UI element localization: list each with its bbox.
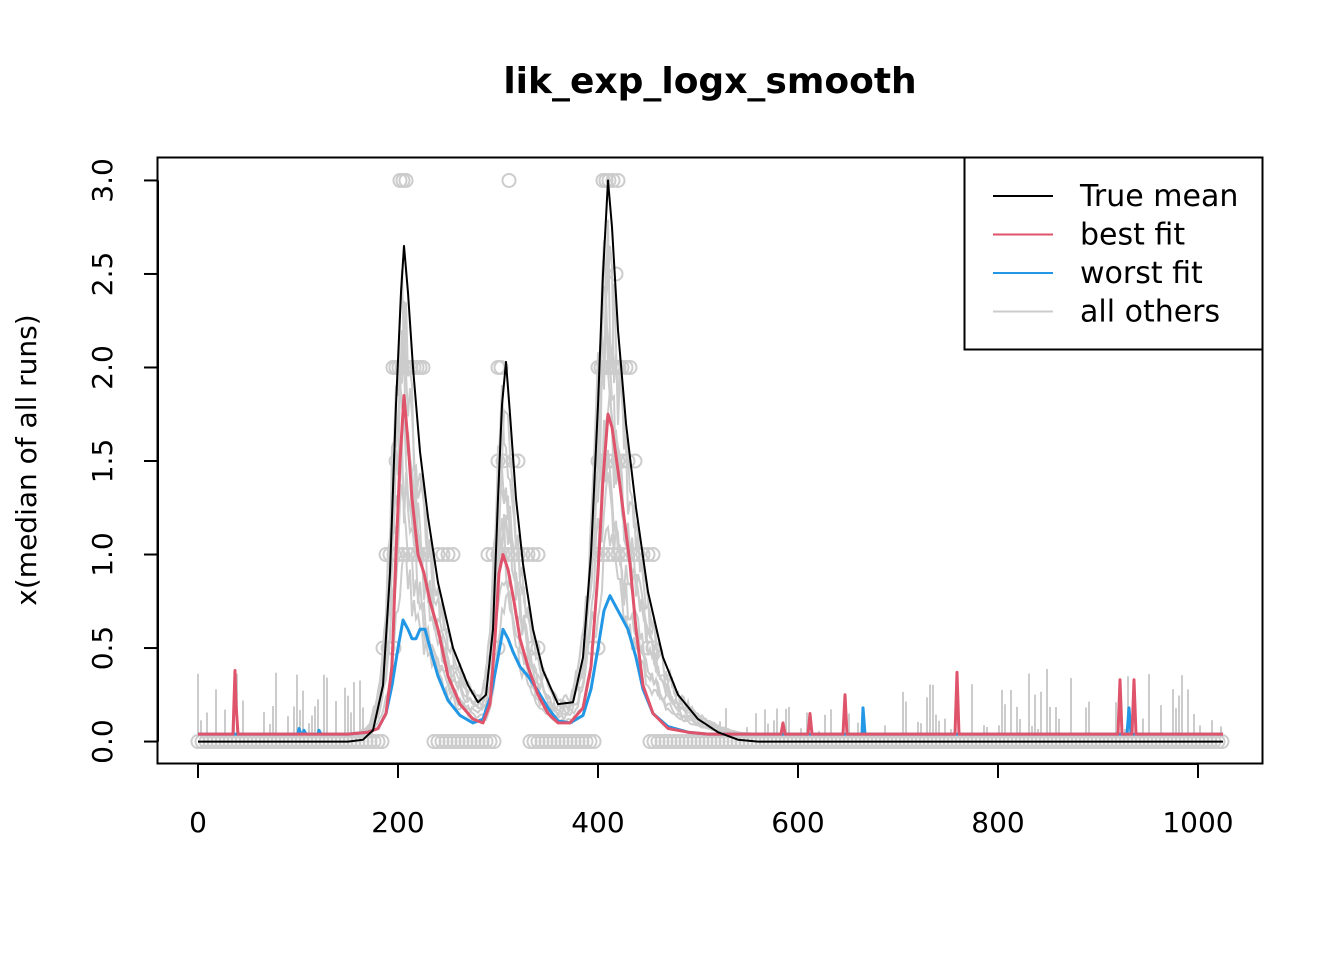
observation-point (510, 547, 526, 563)
x-tick-label: 600 (771, 806, 824, 839)
observation-point (620, 453, 636, 469)
observation-point (640, 547, 656, 563)
observation-point (482, 734, 498, 750)
observation-point (595, 547, 611, 563)
x-tick-label: 200 (371, 806, 424, 839)
observation-point (505, 547, 521, 563)
observation-point (430, 547, 446, 563)
y-tick-label: 2.0 (86, 345, 119, 390)
observation-point (480, 547, 496, 563)
observation-point (630, 547, 646, 563)
observation-point (600, 453, 616, 469)
y-tick-label: 0.5 (86, 626, 119, 671)
y-axis-label: x(median of all runs) (10, 314, 43, 605)
observation-point (525, 640, 541, 656)
observation-point (618, 359, 634, 375)
x-axis: 0 200 400 600 800 1000 (189, 763, 1234, 839)
observation-point (398, 172, 414, 188)
observation-point (625, 547, 641, 563)
observation-point (640, 640, 656, 656)
observation-point (605, 453, 621, 469)
observation-point (495, 453, 511, 469)
observation-point (490, 453, 506, 469)
y-tick-label: 1.0 (86, 532, 119, 577)
others-trace (357, 419, 758, 736)
x-tick-label: 400 (571, 806, 624, 839)
y-tick-label: 0.0 (86, 719, 119, 764)
legend-label: all others (1080, 295, 1220, 330)
legend-box (963, 156, 1264, 351)
x-tick-label: 800 (971, 806, 1024, 839)
others-trace (357, 318, 758, 736)
observation-point (582, 734, 598, 750)
observation-point (610, 547, 626, 563)
observation-point (400, 547, 416, 563)
observation-point (578, 734, 594, 750)
observation-point (445, 547, 461, 563)
observation-point (366, 734, 382, 750)
observation-point (605, 172, 621, 188)
observation-point (510, 453, 526, 469)
observation-point (374, 734, 390, 750)
observation-point (388, 453, 404, 469)
y-axis: 0.0 0.5 1.0 1.5 2.0 2.5 3.0 (86, 158, 159, 764)
series-layer (198, 179, 1223, 743)
observation-point (415, 359, 431, 375)
y-tick-label: 2.5 (86, 252, 119, 297)
observation-point (485, 547, 501, 563)
true-mean-line (198, 179, 1223, 743)
legend-label: worst fit (1080, 256, 1203, 291)
observation-point (627, 453, 643, 469)
legend-label: True mean (1079, 179, 1238, 214)
observation-point (530, 640, 546, 656)
legend-label: best fit (1080, 218, 1185, 253)
observation-point (380, 640, 396, 656)
observation-point (645, 547, 661, 563)
observation-point (622, 359, 638, 375)
observation-point (370, 734, 386, 750)
observation-point (435, 547, 451, 563)
observation-point (530, 547, 546, 563)
observation-point (605, 547, 621, 563)
observation-point (375, 640, 391, 656)
best-fit-line (198, 394, 1223, 736)
observation-point (478, 734, 494, 750)
observation-point (645, 640, 661, 656)
observation-point (486, 734, 502, 750)
observation-point (525, 547, 541, 563)
chart-title: lik_exp_logx_smooth (503, 61, 916, 102)
observation-point (440, 547, 456, 563)
observation-point (493, 359, 509, 375)
observation-point (586, 734, 602, 750)
observation-point (600, 547, 616, 563)
x-tick-label: 1000 (1162, 806, 1233, 839)
others-trace (357, 240, 758, 736)
observation-point (610, 172, 626, 188)
x-tick-label: 0 (189, 806, 207, 839)
y-tick-label: 1.5 (86, 439, 119, 484)
observation-point (501, 172, 517, 188)
y-tick-label: 3.0 (86, 158, 119, 203)
